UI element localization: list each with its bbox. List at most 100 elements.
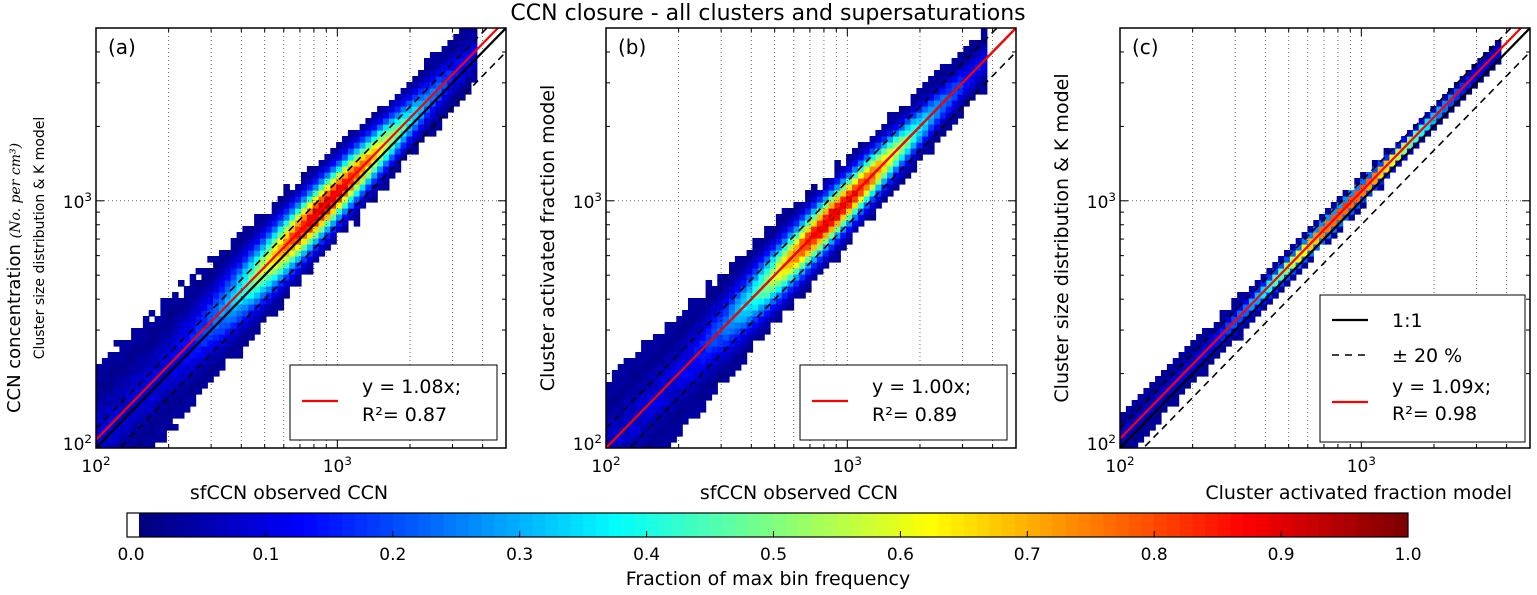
heatmap-cell: [723, 316, 730, 323]
fit-line: [1120, 28, 1523, 440]
heatmap-cell: [793, 208, 800, 215]
heatmap-cell: [881, 190, 888, 197]
colorbar-segment: [392, 513, 406, 537]
heatmap-cell: [1389, 160, 1396, 167]
heatmap-cell: [101, 388, 109, 395]
heatmap-cell: [957, 112, 964, 119]
heatmap-cell: [811, 238, 818, 245]
heatmap-cell: [125, 394, 132, 401]
heatmap-cell: [207, 358, 214, 365]
heatmap-cell: [183, 286, 191, 293]
heatmap-cell: [113, 382, 121, 389]
heatmap-cell: [641, 424, 648, 431]
heatmap-cell: [775, 280, 783, 287]
heatmap-cell: [705, 334, 713, 341]
heatmap-cell: [629, 382, 636, 389]
colorbar-segment: [1369, 513, 1384, 537]
heatmap-cell: [230, 262, 238, 269]
heatmap-cell: [236, 244, 244, 251]
heatmap-cell: [811, 220, 818, 227]
heatmap-cell: [271, 202, 279, 209]
heatmap-cell: [371, 124, 378, 131]
heatmap-cell: [822, 202, 830, 209]
heatmap-cell: [1125, 424, 1133, 431]
heatmap-cell: [852, 220, 859, 227]
heatmap-cell: [898, 148, 906, 155]
heatmap-cell: [365, 130, 372, 137]
heatmap-cell: [641, 352, 648, 359]
heatmap-cell: [213, 298, 220, 305]
heatmap-cell: [1354, 178, 1361, 185]
heatmap-cell: [1190, 376, 1197, 383]
heatmap-cell: [1149, 406, 1156, 413]
heatmap-cell: [470, 70, 478, 77]
heatmap-cell: [189, 334, 197, 341]
heatmap-cell: [1243, 310, 1250, 317]
heatmap-cell: [260, 292, 267, 299]
heatmap-cell: [1307, 244, 1314, 251]
heatmap-cell: [688, 310, 695, 317]
heatmap-cell: [711, 376, 718, 383]
heatmap-cell: [951, 106, 959, 113]
heatmap-cell: [623, 418, 631, 425]
heatmap-cell: [301, 244, 308, 251]
heatmap-cell: [857, 202, 865, 209]
heatmap-cell: [131, 364, 138, 371]
colorbar-segment: [1230, 513, 1244, 537]
heatmap-cell: [271, 256, 279, 263]
heatmap-cell: [682, 400, 689, 407]
heatmap-cell: [910, 106, 918, 113]
heatmap-cell: [928, 124, 935, 131]
heatmap-cell: [1448, 94, 1455, 101]
heatmap-cell: [137, 412, 144, 419]
heatmap-cell: [283, 292, 290, 299]
heatmap-cell: [195, 334, 203, 341]
heatmap-cell: [1166, 400, 1174, 407]
heatmap-cell: [1202, 334, 1209, 341]
heatmap-cell: [113, 358, 121, 365]
heatmap-cell: [611, 400, 619, 407]
heatmap-cell: [787, 208, 795, 215]
heatmap-cell: [125, 424, 132, 431]
heatmap-cell: [131, 424, 138, 431]
heatmap-cell: [137, 382, 144, 389]
heatmap-cell: [447, 76, 454, 83]
colorbar-segment: [963, 513, 978, 537]
heatmap-cell: [934, 118, 941, 125]
heatmap-cell: [717, 346, 724, 353]
heatmap-cell: [647, 358, 654, 365]
heatmap-cell: [107, 424, 115, 431]
heatmap-cell: [301, 256, 308, 263]
heatmap-cell: [219, 268, 226, 275]
heatmap-cell: [811, 184, 818, 191]
heatmap-cell: [254, 226, 261, 233]
heatmap-cell: [406, 94, 413, 101]
heatmap-cell: [852, 184, 859, 191]
colorbar-segment: [646, 513, 660, 537]
heatmap-cell: [172, 394, 179, 401]
heatmap-cell: [330, 154, 337, 161]
plot-area: [606, 28, 1016, 448]
heatmap-cell: [939, 118, 947, 125]
heatmap-cell: [224, 262, 232, 269]
heatmap-cell: [342, 172, 349, 179]
heatmap-cell: [137, 442, 144, 448]
heatmap-cell: [148, 352, 156, 359]
heatmap-cell: [922, 88, 929, 95]
heatmap-cell: [154, 436, 162, 443]
heatmap-cell: [295, 232, 302, 239]
heatmap-cell: [336, 202, 343, 209]
heatmap-cell: [658, 436, 666, 443]
heatmap-cell: [353, 130, 361, 137]
heatmap-cell: [1465, 82, 1473, 89]
heatmap-cell: [1184, 358, 1191, 365]
heatmap-cell: [910, 136, 918, 143]
colorbar-segment: [1382, 513, 1396, 537]
heatmap-cell: [1301, 262, 1309, 269]
colorbar: 0.0 0.1 0.2 0.3 0.4 0.5 0.6 0.7 0.8 0.9 1.0: [117, 512, 1422, 565]
heatmap-cell: [1202, 340, 1209, 347]
heatmap-cell: [676, 322, 683, 329]
heatmap-cell: [840, 196, 847, 203]
heatmap-cell: [441, 106, 449, 113]
heatmap-cell: [1237, 334, 1244, 341]
